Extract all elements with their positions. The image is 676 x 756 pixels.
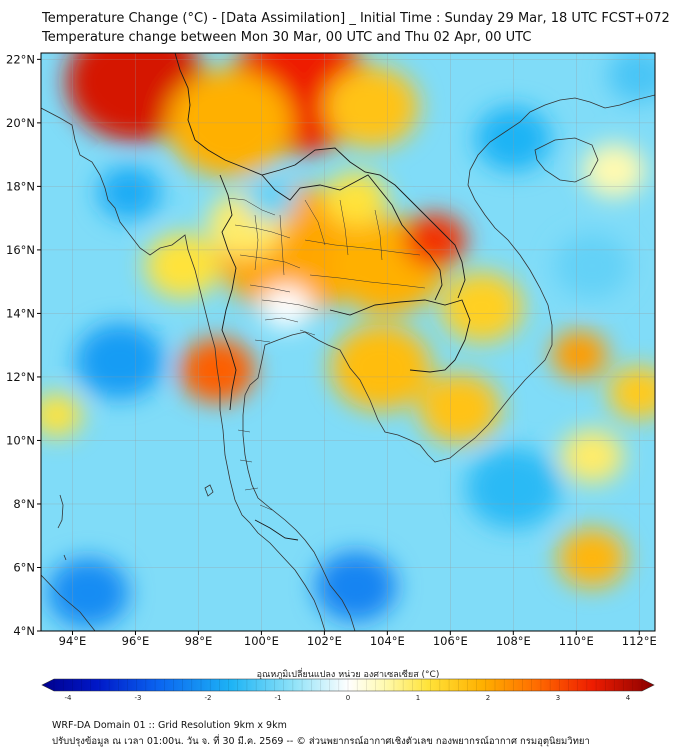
x-tick-label: 108°E xyxy=(496,634,531,648)
heat-anomaly-13 xyxy=(440,271,523,343)
colorbar-tick-label: -3 xyxy=(135,694,142,702)
colorbar-tick-label: -2 xyxy=(205,694,212,702)
province-boundaries xyxy=(227,197,426,511)
x-tick-label: 98°E xyxy=(185,634,213,648)
y-tick-label: 10°N xyxy=(6,433,35,447)
colorbar xyxy=(41,678,655,692)
heat-anomaly-23 xyxy=(47,557,130,628)
heat-anomaly-19 xyxy=(607,365,655,420)
y-tick-label: 14°N xyxy=(6,306,35,320)
border-myanmar-china xyxy=(174,53,296,176)
heat-anomaly-22 xyxy=(314,551,397,622)
x-tick-label: 100°E xyxy=(244,634,279,648)
x-tick-label: 112°E xyxy=(622,634,657,648)
footer-domain-info: WRF-DA Domain 01 :: Grid Resolution 9km … xyxy=(52,720,287,731)
heat-anomaly-3 xyxy=(324,66,419,148)
footer-update-credit: ปรับปรุงข้อมูล ณ เวลา 01:00น. วัน จ. ที่… xyxy=(52,736,590,747)
y-tick-label: 18°N xyxy=(6,179,35,193)
province-lines-central xyxy=(254,299,319,343)
y-tick-label: 8°N xyxy=(13,497,35,511)
plot-frame xyxy=(40,52,656,632)
chart-title: Temperature Change (°C) - [Data Assimila… xyxy=(42,11,670,26)
colorbar-tick-label: 1 xyxy=(416,694,420,702)
heat-anomaly-9 xyxy=(144,233,221,299)
colorbar-tick-label: -4 xyxy=(65,694,73,702)
heat-anomaly-18 xyxy=(557,528,627,588)
heat-anomaly-21 xyxy=(582,143,646,198)
x-tick-label: 102°E xyxy=(307,634,342,648)
colorbar-tick-label: 4 xyxy=(626,694,631,702)
heat-anomaly-11 xyxy=(330,324,432,411)
heat-anomaly-20 xyxy=(560,429,624,484)
province-lines-northeast xyxy=(304,199,426,289)
colorbar-label: อุณหภูมิเปลี่ยนแปลง หน่วย องศาเซลเซียส (… xyxy=(257,667,440,680)
country-borders xyxy=(174,53,471,541)
phuket-island xyxy=(204,484,214,497)
province-lines-north xyxy=(227,197,301,293)
mainland-coastline xyxy=(41,94,655,631)
heat-anomaly-7 xyxy=(324,172,388,227)
y-axis: 4°N 6°N 8°N 10°N 12°N 14°N 16°N 18°N 20°N 22°N xyxy=(6,52,41,638)
sumatra-coastline xyxy=(41,574,96,631)
y-tick-label: 4°N xyxy=(13,624,35,638)
andaman-islands xyxy=(57,494,67,561)
y-tick-label: 6°N xyxy=(13,560,35,574)
colorbar-tick-label: -1 xyxy=(275,694,282,702)
heat-anomaly-6 xyxy=(403,213,467,268)
x-tick-label: 110°E xyxy=(559,634,594,648)
colorbar-tick-label: 0 xyxy=(346,694,350,702)
province-lines-south xyxy=(237,429,273,511)
x-tick-label: 104°E xyxy=(370,634,405,648)
heat-anomaly-25 xyxy=(97,165,161,220)
border-myanmar-thailand xyxy=(219,174,237,411)
border-thailand-malaysia xyxy=(254,519,299,541)
colorbar-tick-label: 3 xyxy=(556,694,560,702)
heat-anomaly-24 xyxy=(75,323,164,399)
hainan-coastline xyxy=(534,137,599,183)
x-axis: 94°E 96°E 98°E 100°E 102°E 104°E 106°E 108°E 110… xyxy=(59,631,657,648)
border-laos-thailand xyxy=(261,174,443,301)
y-tick-label: 16°N xyxy=(6,243,35,257)
heat-anomaly-14 xyxy=(551,330,608,379)
x-tick-label: 94°E xyxy=(59,634,87,648)
heat-anomaly-16 xyxy=(245,177,297,221)
heat-anomaly-12 xyxy=(418,373,501,444)
colorbar-ticks: -4 -3 -2 -1 0 1 2 3 4 xyxy=(53,679,643,702)
heat-anomaly-27 xyxy=(554,233,630,299)
x-tick-label: 96°E xyxy=(122,634,150,648)
x-tick-label: 106°E xyxy=(433,634,468,648)
y-tick-label: 22°N xyxy=(6,52,35,66)
border-laos-vietnam xyxy=(294,147,466,299)
y-tick-label: 12°N xyxy=(6,370,35,384)
border-cambodia xyxy=(329,299,471,373)
y-tick-label: 20°N xyxy=(6,116,35,130)
chart-subtitle: Temperature change between Mon 30 Mar, 0… xyxy=(42,30,532,45)
coastlines xyxy=(41,94,655,631)
heat-anomaly-17 xyxy=(41,393,82,437)
heat-anomaly-15 xyxy=(261,285,312,329)
heat-anomaly-29 xyxy=(607,53,655,103)
colorbar-tick-label: 2 xyxy=(486,694,490,702)
